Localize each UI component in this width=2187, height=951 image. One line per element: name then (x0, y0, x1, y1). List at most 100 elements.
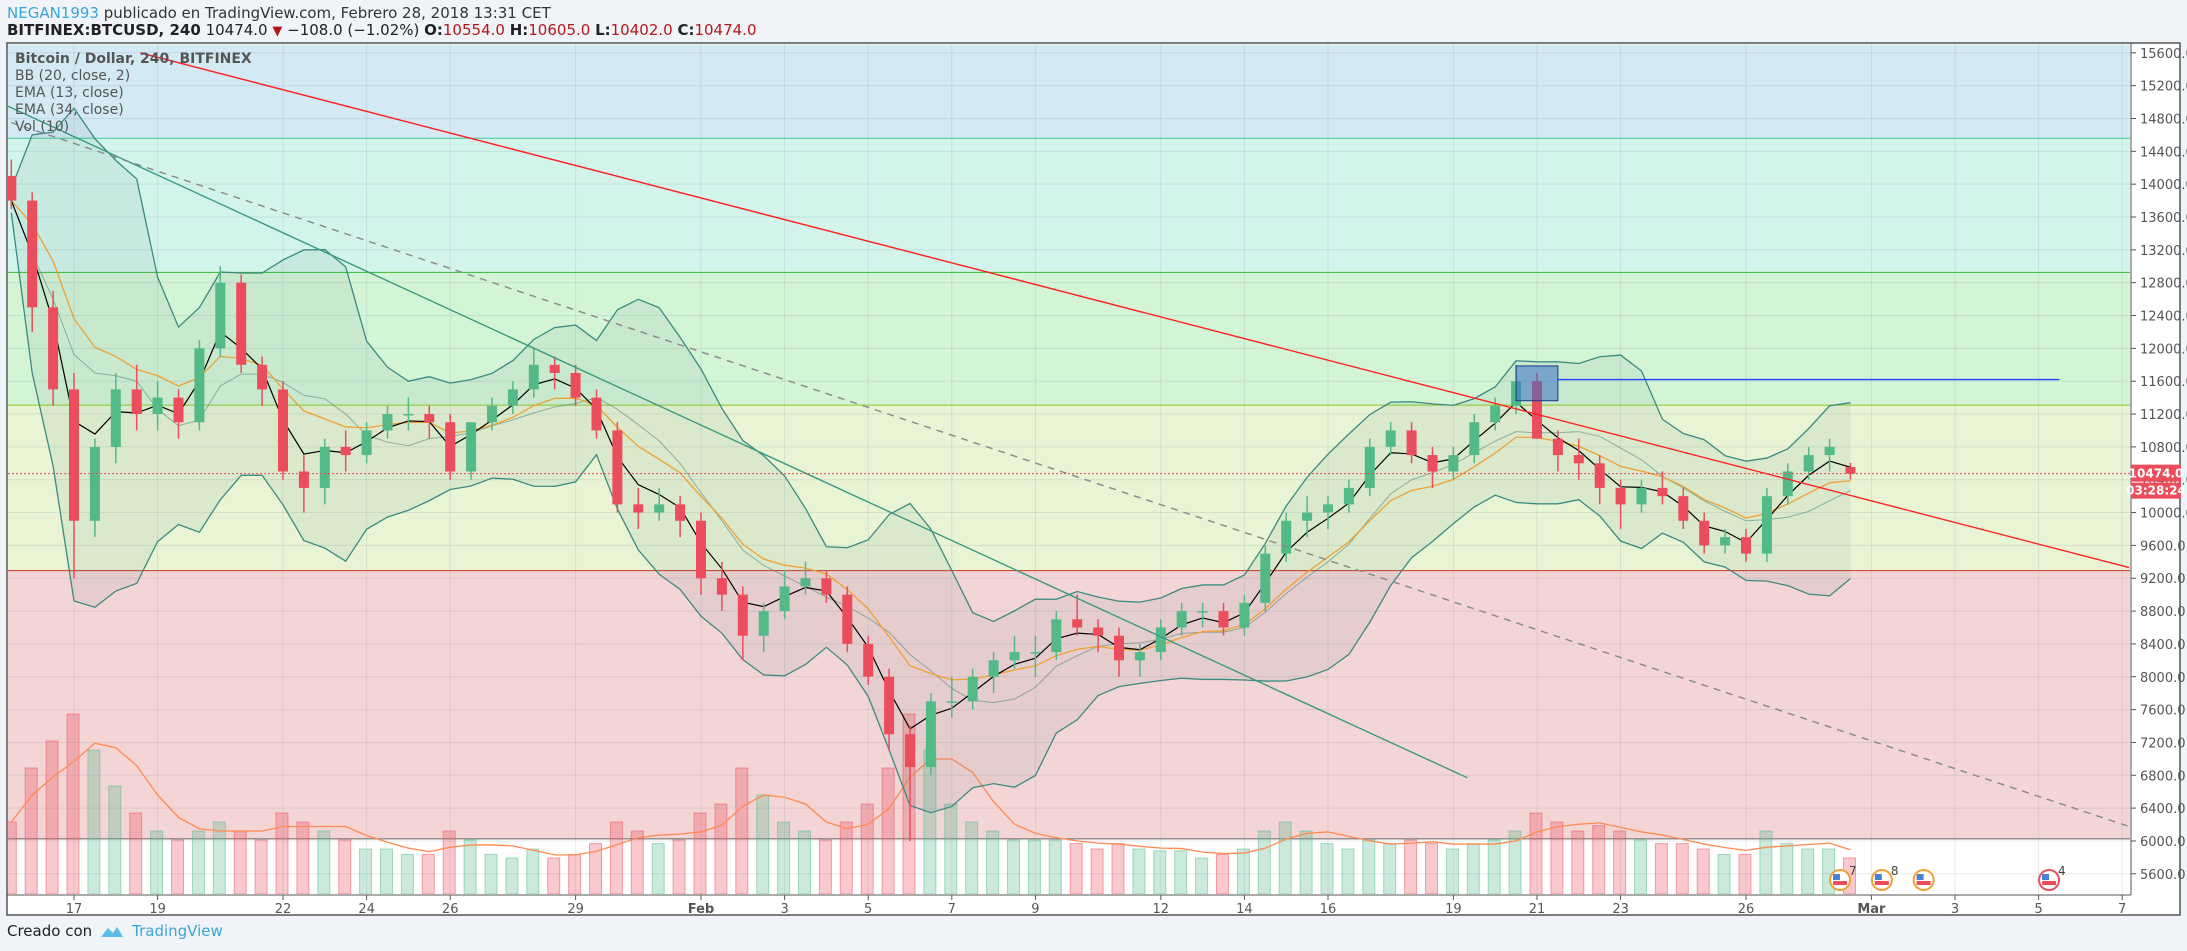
candle-body[interactable] (696, 520, 706, 579)
candle-body[interactable] (1594, 463, 1605, 488)
candle-body[interactable] (800, 578, 811, 587)
candle-body[interactable] (445, 422, 456, 472)
candle-body[interactable] (1699, 520, 1710, 546)
candle-body[interactable] (403, 414, 414, 416)
candle-body[interactable] (1260, 553, 1271, 603)
candle-body[interactable] (1239, 602, 1250, 628)
candle-body[interactable] (967, 676, 978, 702)
candle-body[interactable] (1343, 487, 1354, 505)
candle-body[interactable] (424, 414, 435, 423)
economic-event-us-flag-icon[interactable]: 4 (2038, 864, 2066, 891)
candle-body[interactable] (1782, 471, 1793, 497)
candle-body[interactable] (1615, 487, 1626, 505)
candle-body[interactable] (1657, 487, 1668, 497)
candle-body[interactable] (69, 389, 79, 521)
candle-body[interactable] (758, 611, 769, 636)
tradingview-link[interactable]: TradingView (132, 922, 223, 940)
highlight-rectangle[interactable] (1515, 365, 1559, 402)
candle-body[interactable] (361, 430, 372, 456)
candle-body[interactable] (591, 397, 602, 431)
candle-body[interactable] (487, 405, 497, 423)
candle-body[interactable] (1072, 619, 1083, 628)
legend-ema13[interactable]: EMA (13, close) (15, 85, 124, 101)
candle-body[interactable] (27, 200, 38, 308)
candle-body[interactable] (946, 701, 957, 703)
candle-body[interactable] (1845, 467, 1856, 474)
candle-body[interactable] (1281, 520, 1292, 554)
candle-body[interactable] (1302, 512, 1313, 521)
candle-body[interactable] (1385, 430, 1396, 447)
candle-body[interactable] (110, 389, 121, 447)
economic-event-us-flag-icon[interactable]: 7 (1829, 864, 1857, 891)
candle-body[interactable] (173, 397, 184, 423)
candle-body[interactable] (1030, 652, 1041, 654)
candle-body[interactable] (1197, 611, 1208, 613)
candle-body[interactable] (298, 471, 309, 488)
candle-body[interactable] (1469, 422, 1480, 456)
candle-body[interactable] (1761, 496, 1772, 554)
candle-body[interactable] (89, 446, 100, 521)
candle-body[interactable] (925, 701, 936, 768)
candle-body[interactable] (1114, 635, 1124, 661)
candle-body[interactable] (1093, 627, 1104, 636)
candle-body[interactable] (1678, 496, 1689, 521)
candle-body[interactable] (194, 348, 205, 423)
candle-body[interactable] (1406, 430, 1417, 456)
candle-body[interactable] (821, 578, 832, 595)
candle-body[interactable] (654, 504, 665, 513)
dashed-trendline[interactable] (11, 121, 2130, 828)
candle-body[interactable] (340, 446, 351, 456)
candle-body[interactable] (6, 175, 17, 201)
candle-body[interactable] (1636, 487, 1647, 505)
candle-body[interactable] (988, 660, 999, 677)
green-trendline[interactable] (8, 105, 1468, 779)
candle-body[interactable] (215, 282, 226, 349)
candle-body[interactable] (1490, 405, 1501, 423)
candle-body[interactable] (1134, 652, 1145, 661)
candle-body[interactable] (675, 504, 686, 521)
candle-body[interactable] (863, 643, 874, 677)
candle-body[interactable] (1573, 455, 1584, 464)
candle-body[interactable] (1218, 611, 1229, 628)
candle-body[interactable] (257, 364, 268, 390)
candle-body[interactable] (131, 389, 142, 415)
candle-body[interactable] (737, 594, 748, 636)
author-link[interactable]: NEGAN1993 (7, 4, 99, 22)
candle-body[interactable] (779, 586, 790, 612)
candle-body[interactable] (382, 414, 393, 431)
candle-body[interactable] (905, 734, 915, 768)
candle-body[interactable] (319, 446, 330, 488)
legend-volume[interactable]: Vol (10) (15, 119, 70, 135)
candle-body[interactable] (612, 430, 623, 505)
candle-body[interactable] (716, 578, 727, 595)
date-axis[interactable]: 17 19 22 24 26 29 Feb 3 5 7 9 12 14 16 19 21 23 26 Mar 3 5 7 (66, 895, 2127, 917)
candle-body[interactable] (1176, 611, 1187, 628)
candle-body[interactable] (1364, 446, 1375, 488)
price-axis[interactable]: 5600.0 6000.0 6400.0 6800.0 7200.0 7600.0 8000… (2131, 47, 2187, 883)
economic-event-us-flag-icon[interactable]: 8 (1870, 864, 1899, 891)
legend-title[interactable]: Bitcoin / Dollar, 240, BITFINEX (15, 51, 252, 67)
candle-body[interactable] (1323, 504, 1333, 513)
candle-body[interactable] (1448, 455, 1459, 472)
candle-body[interactable] (633, 504, 644, 513)
candle-body[interactable] (1720, 537, 1731, 546)
candle-body[interactable] (1009, 652, 1020, 661)
candle-body[interactable] (884, 676, 895, 735)
candle-body[interactable] (1427, 455, 1438, 472)
candle-body[interactable] (528, 364, 539, 390)
candle-body[interactable] (152, 397, 163, 415)
candle-body[interactable] (1051, 619, 1062, 653)
legend-ema34[interactable]: EMA (34, close) (15, 102, 124, 118)
candle-body[interactable] (570, 372, 581, 398)
candle-body[interactable] (1803, 455, 1814, 472)
candle-body[interactable] (1824, 446, 1835, 456)
candle-body[interactable] (1552, 438, 1563, 456)
economic-event-us-flag-icon[interactable] (1912, 869, 1935, 891)
candle-body[interactable] (48, 307, 59, 390)
candle-body[interactable] (1532, 381, 1542, 439)
legend-bb[interactable]: BB (20, close, 2) (15, 68, 131, 84)
red-trendline[interactable] (140, 52, 2130, 569)
candle-body[interactable] (1741, 537, 1751, 554)
candle-body[interactable] (549, 364, 560, 373)
